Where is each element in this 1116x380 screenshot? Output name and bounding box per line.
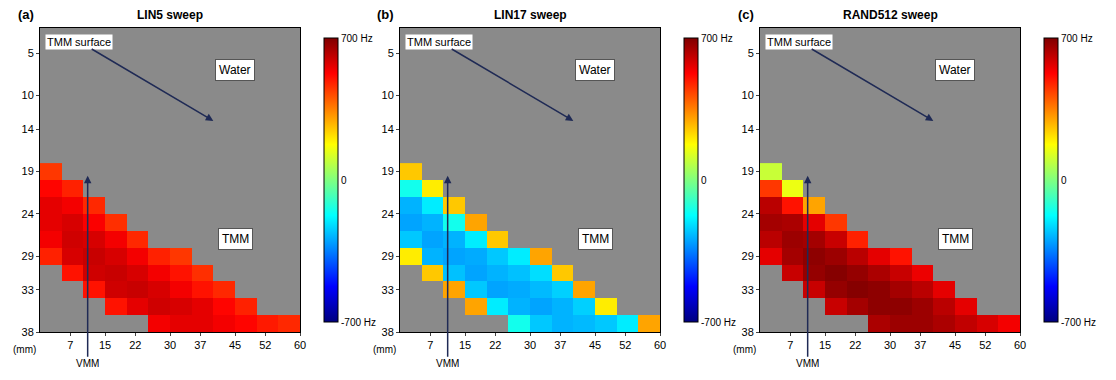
svg-text:TMM surface: TMM surface <box>47 36 111 48</box>
svg-text:(mm): (mm) <box>13 344 36 355</box>
svg-text:24: 24 <box>22 208 34 220</box>
svg-text:LIN17 sweep: LIN17 sweep <box>494 8 567 22</box>
svg-text:14: 14 <box>382 123 394 135</box>
svg-text:30: 30 <box>164 339 176 351</box>
svg-text:60: 60 <box>654 339 666 351</box>
svg-text:TMM surface: TMM surface <box>407 36 471 48</box>
svg-text:0: 0 <box>701 175 707 186</box>
svg-text:37: 37 <box>194 339 206 351</box>
svg-text:0: 0 <box>341 175 347 186</box>
svg-text:29: 29 <box>742 250 754 262</box>
svg-text:Water: Water <box>219 63 251 77</box>
svg-text:TMM: TMM <box>222 232 249 246</box>
svg-text:TMM: TMM <box>582 232 609 246</box>
svg-text:15: 15 <box>459 339 471 351</box>
svg-text:52: 52 <box>979 339 991 351</box>
svg-text:TMM: TMM <box>942 232 969 246</box>
svg-text:700 Hz: 700 Hz <box>701 33 733 44</box>
svg-text:0: 0 <box>1061 175 1067 186</box>
svg-text:VMM: VMM <box>796 358 819 369</box>
svg-text:7: 7 <box>787 339 793 351</box>
svg-text:-700 Hz: -700 Hz <box>701 317 736 328</box>
svg-text:LIN5 sweep: LIN5 sweep <box>137 8 203 22</box>
svg-text:5: 5 <box>388 47 394 59</box>
svg-text:15: 15 <box>819 339 831 351</box>
svg-text:Water: Water <box>939 63 971 77</box>
svg-text:700 Hz: 700 Hz <box>341 33 373 44</box>
svg-text:(b): (b) <box>377 7 394 22</box>
svg-text:700 Hz: 700 Hz <box>1061 33 1093 44</box>
svg-text:29: 29 <box>22 250 34 262</box>
svg-text:VMM: VMM <box>436 358 459 369</box>
svg-text:(c): (c) <box>738 7 754 22</box>
svg-text:Water: Water <box>579 63 611 77</box>
svg-text:22: 22 <box>489 339 501 351</box>
svg-text:10: 10 <box>382 89 394 101</box>
svg-text:10: 10 <box>742 89 754 101</box>
svg-text:19: 19 <box>742 165 754 177</box>
svg-text:33: 33 <box>22 284 34 296</box>
svg-text:5: 5 <box>28 47 34 59</box>
svg-text:RAND512 sweep: RAND512 sweep <box>843 8 938 22</box>
svg-text:7: 7 <box>67 339 73 351</box>
svg-text:19: 19 <box>22 165 34 177</box>
svg-text:(a): (a) <box>18 7 34 22</box>
svg-text:(mm): (mm) <box>733 344 756 355</box>
svg-text:-700 Hz: -700 Hz <box>1061 317 1096 328</box>
svg-text:38: 38 <box>22 326 34 338</box>
svg-text:7: 7 <box>427 339 433 351</box>
svg-text:45: 45 <box>589 339 601 351</box>
svg-text:(mm): (mm) <box>373 344 396 355</box>
svg-text:15: 15 <box>99 339 111 351</box>
svg-text:VMM: VMM <box>76 358 99 369</box>
svg-text:37: 37 <box>914 339 926 351</box>
svg-text:TMM surface: TMM surface <box>767 36 831 48</box>
svg-text:-700 Hz: -700 Hz <box>341 317 376 328</box>
svg-text:52: 52 <box>619 339 631 351</box>
svg-text:37: 37 <box>554 339 566 351</box>
svg-text:30: 30 <box>524 339 536 351</box>
svg-text:10: 10 <box>22 89 34 101</box>
svg-text:24: 24 <box>382 208 394 220</box>
svg-text:45: 45 <box>949 339 961 351</box>
svg-text:45: 45 <box>229 339 241 351</box>
svg-text:29: 29 <box>382 250 394 262</box>
svg-text:19: 19 <box>382 165 394 177</box>
svg-text:33: 33 <box>382 284 394 296</box>
svg-text:33: 33 <box>742 284 754 296</box>
svg-text:52: 52 <box>259 339 271 351</box>
svg-text:60: 60 <box>1014 339 1026 351</box>
svg-text:30: 30 <box>884 339 896 351</box>
svg-text:14: 14 <box>22 123 34 135</box>
svg-text:5: 5 <box>748 47 754 59</box>
svg-text:38: 38 <box>742 326 754 338</box>
svg-text:22: 22 <box>129 339 141 351</box>
svg-text:38: 38 <box>382 326 394 338</box>
svg-text:24: 24 <box>742 208 754 220</box>
svg-text:14: 14 <box>742 123 754 135</box>
svg-text:60: 60 <box>294 339 306 351</box>
svg-text:22: 22 <box>849 339 861 351</box>
